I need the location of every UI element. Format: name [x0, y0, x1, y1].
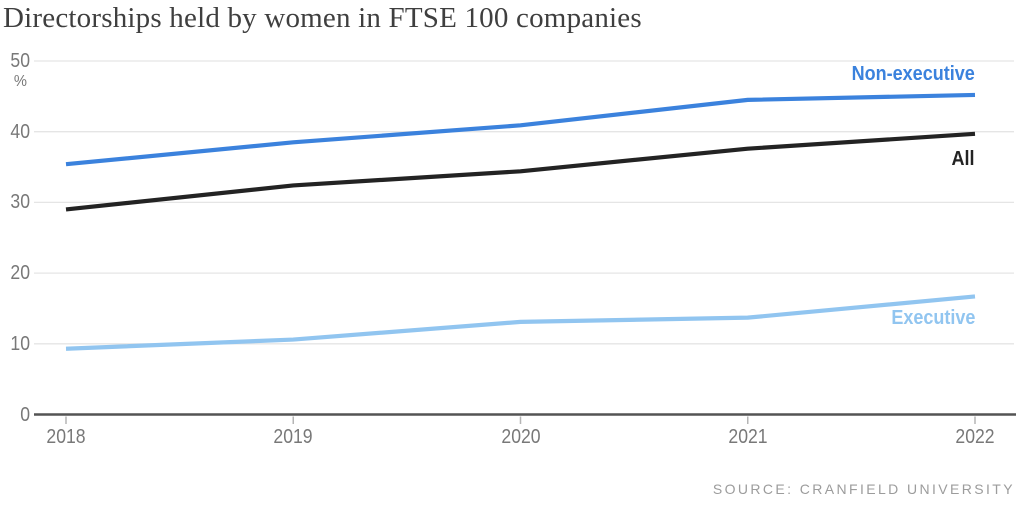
y-axis-tick-label: 50 [10, 50, 30, 72]
y-axis-unit-label: % [13, 73, 27, 90]
y-axis-tick-label: 30 [10, 191, 30, 214]
x-axis-tick-label: 2022 [955, 426, 995, 448]
x-axis-tick-label: 2019 [273, 426, 313, 448]
chart-title: Directorships held by women in FTSE 100 … [3, 2, 642, 34]
series-line-all [65, 131, 976, 212]
x-axis-tick-label: 2021 [728, 426, 768, 448]
source-credit: SOURCE: CRANFIELD UNIVERSITY [712, 481, 1015, 497]
series-label-non-executive: Non-executive [851, 63, 975, 85]
x-axis-tick-label: 2018 [46, 426, 86, 448]
series-line-executive [65, 294, 976, 351]
y-axis-tick-label: 0 [20, 403, 30, 426]
series-line-non-executive [65, 92, 976, 167]
x-axis-tick-label: 2020 [500, 426, 541, 448]
y-axis-tick-label: 20 [10, 262, 30, 285]
series-label-executive: Executive [890, 307, 975, 329]
y-axis-tick-label: 10 [10, 332, 30, 355]
y-axis-tick-label: 40 [10, 120, 30, 143]
series-label-all: All [951, 148, 975, 170]
